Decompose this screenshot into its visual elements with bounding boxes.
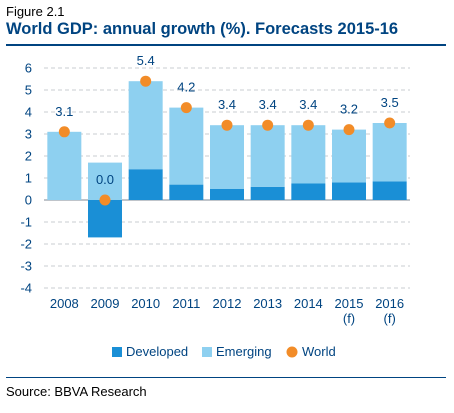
bar-emerging (88, 162, 122, 200)
y-tick-label: 5 (25, 83, 32, 98)
bar-developed (332, 182, 366, 200)
y-tick-label: -3 (20, 259, 32, 274)
y-tick-label: -4 (20, 281, 32, 296)
bar-developed (210, 189, 244, 200)
x-tick-label: (f) (343, 311, 355, 326)
y-tick-label: 1 (25, 171, 32, 186)
x-tick-label: 2012 (213, 296, 242, 311)
world-point (343, 124, 355, 136)
source-rule (6, 377, 446, 378)
world-point (180, 102, 192, 114)
legend-swatch-emerging (202, 347, 212, 357)
bar-developed (291, 183, 326, 200)
y-tick-label: 6 (25, 61, 32, 76)
world-point (140, 75, 152, 87)
bar-developed (128, 169, 163, 200)
world-point (302, 119, 314, 131)
data-label: 3.4 (218, 97, 236, 112)
chart-title: World GDP: annual growth (%). Forecasts … (6, 20, 399, 38)
bar-developed (169, 184, 204, 200)
bar-developed (88, 200, 122, 238)
legend-swatch-world (286, 346, 298, 358)
legend-swatch-developed (112, 347, 122, 357)
y-tick-label: 0 (25, 193, 32, 208)
bar-emerging (169, 107, 204, 185)
x-tick-label: 2014 (294, 296, 323, 311)
bar-developed (250, 186, 285, 200)
x-tick-label: 2010 (131, 296, 160, 311)
bar-developed (372, 181, 407, 200)
data-label: 3.5 (381, 95, 399, 110)
source-note: Source: BBVA Research (6, 384, 147, 399)
legend-label-developed: Developed (126, 344, 188, 359)
data-label: 3.2 (340, 102, 358, 117)
x-tick-label: 2015 (335, 296, 364, 311)
y-tick-label: 3 (25, 127, 32, 142)
data-label: 3.4 (259, 97, 277, 112)
bar-emerging (210, 125, 244, 189)
bar-emerging (372, 123, 407, 182)
x-tick-label: 2016 (375, 296, 404, 311)
bar-emerging (128, 81, 163, 170)
world-point (99, 194, 111, 206)
bar-emerging (250, 125, 285, 187)
y-tick-label: -2 (20, 237, 32, 252)
data-label: 3.4 (299, 97, 317, 112)
world-point (221, 119, 233, 131)
x-tick-label: 2013 (253, 296, 282, 311)
bar-emerging (47, 131, 82, 200)
legend-label-emerging: Emerging (216, 344, 272, 359)
figure-label: Figure 2.1 (6, 4, 65, 19)
x-tick-label: (f) (384, 311, 396, 326)
data-label: 0.0 (96, 172, 114, 187)
y-tick-label: -1 (20, 215, 32, 230)
x-tick-label: 2011 (172, 296, 200, 311)
title-rule (6, 44, 446, 46)
legend-label-world: World (302, 344, 336, 359)
world-point (58, 126, 70, 138)
data-label: 5.4 (137, 53, 155, 68)
data-label: 3.1 (55, 104, 73, 119)
y-tick-label: 2 (25, 149, 32, 164)
world-point (384, 117, 396, 129)
bar-emerging (332, 129, 366, 183)
x-tick-label: 2008 (50, 296, 79, 311)
world-point (262, 119, 274, 131)
bar-emerging (291, 125, 326, 184)
data-label: 4.2 (177, 80, 195, 95)
x-tick-label: 2009 (91, 296, 120, 311)
y-tick-label: 4 (25, 105, 32, 120)
